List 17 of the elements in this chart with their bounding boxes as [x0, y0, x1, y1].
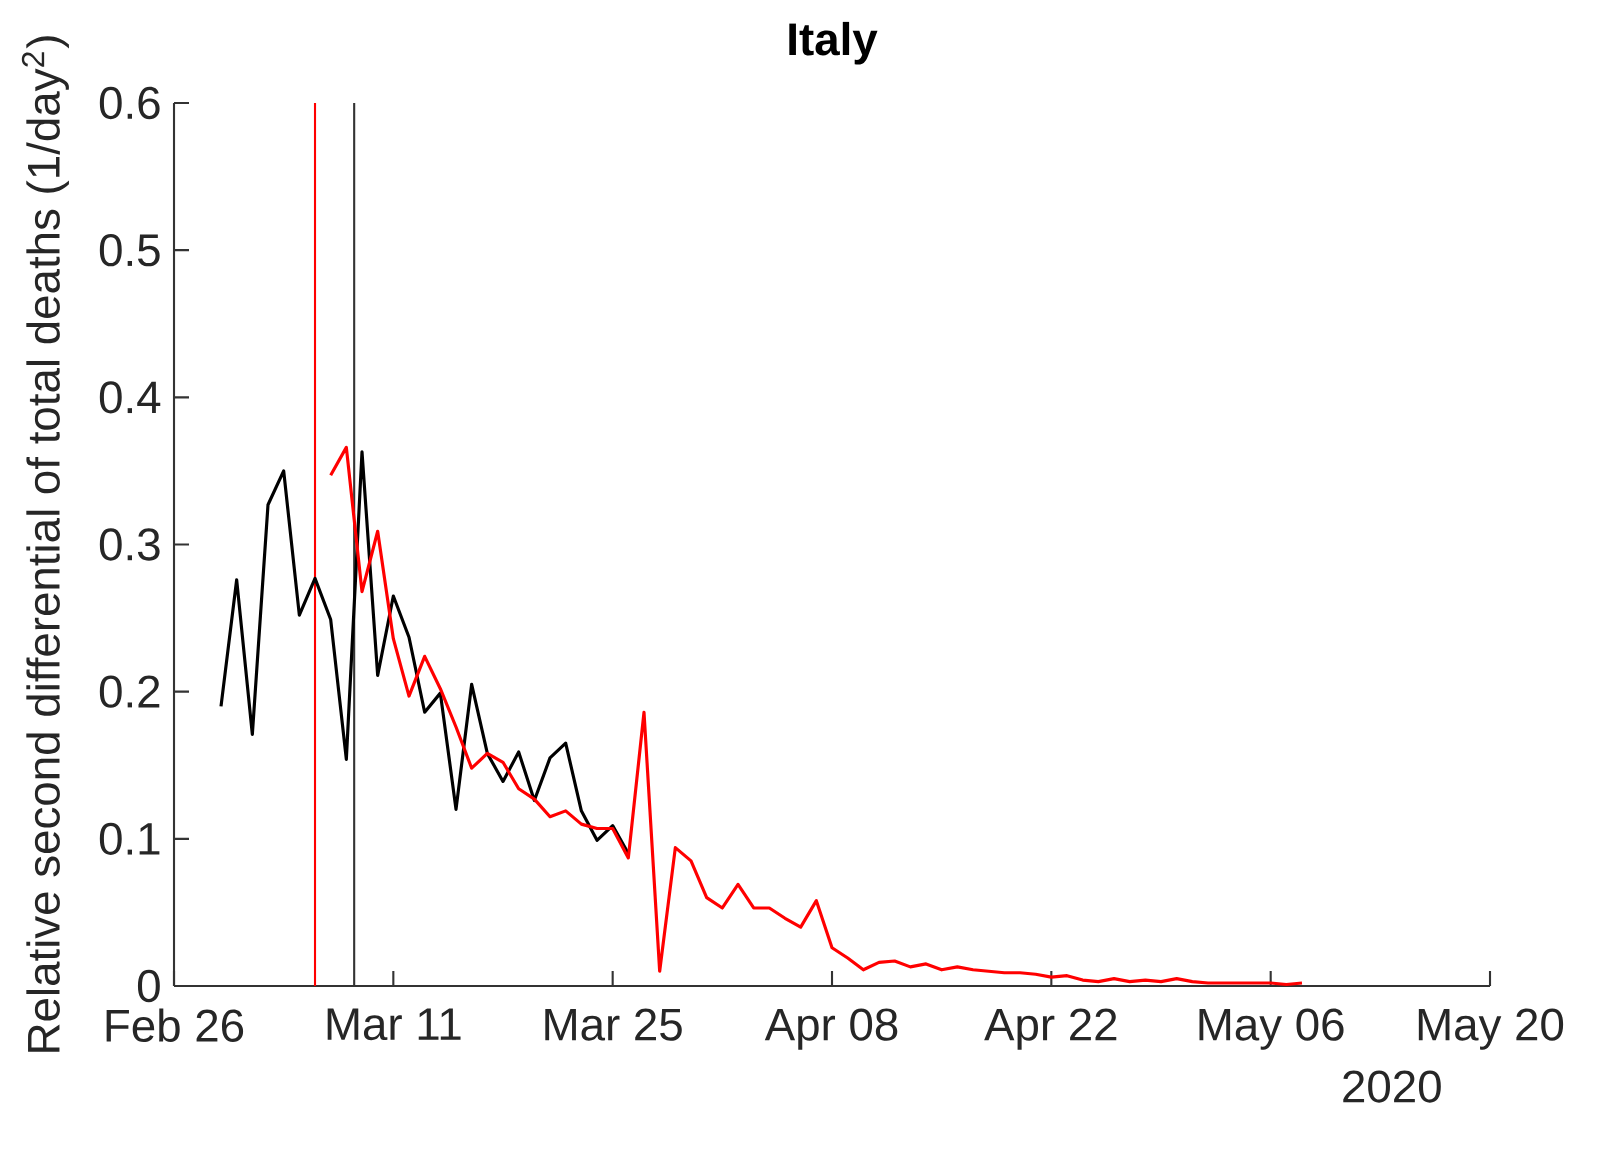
- x-tick-label: Apr 22: [984, 1008, 1117, 1050]
- y-tick-label: 0.5: [99, 233, 160, 267]
- text: 2020: [1343, 1070, 1441, 1103]
- y-tick-label: 0.1: [99, 822, 160, 855]
- x-tick-label: Mar 25: [545, 1008, 682, 1041]
- x-tick-label: Apr 08: [764, 1008, 898, 1050]
- y-tick-label: 0.4: [99, 381, 161, 414]
- y-tick-label: 0.2: [99, 675, 160, 708]
- y-tick-label: 0.6: [99, 86, 160, 120]
- x-tick-label: Mar 11: [327, 1008, 461, 1041]
- y-tick-label: 0.3: [99, 528, 160, 561]
- chart-title: Italy: [789, 21, 878, 65]
- x-tick-label: Feb 26: [106, 1008, 244, 1042]
- x-tick-label: May 20: [1418, 1008, 1564, 1050]
- y-tick-label: 0: [137, 969, 160, 1003]
- x-tick-label: May 06: [1199, 1008, 1344, 1050]
- y-axis-title: Relative second differential of total deaths (1/day$^{2}$): [21, 36, 69, 1052]
